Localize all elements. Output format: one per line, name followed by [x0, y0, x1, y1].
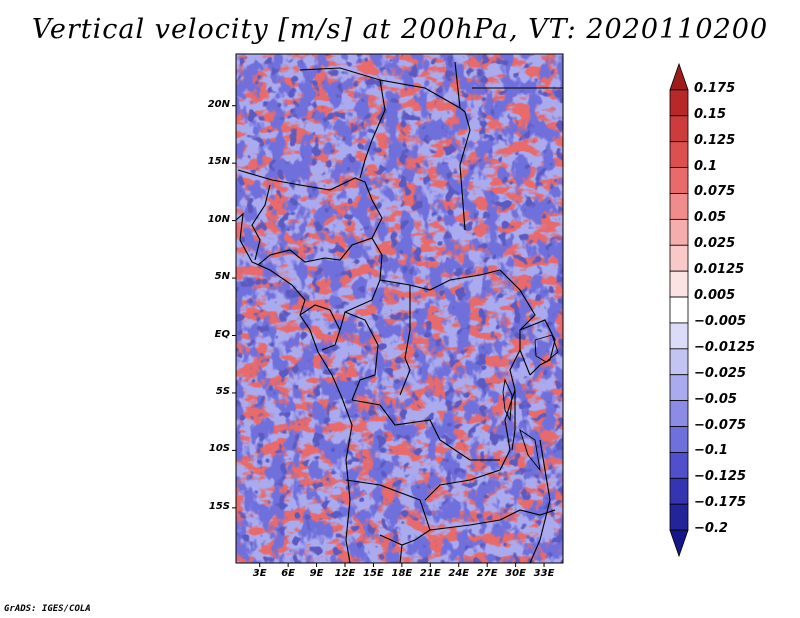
map-title: Vertical velocity [m/s] at 200hPa, VT: 2… — [31, 14, 769, 45]
lat-label: 15N — [207, 156, 230, 168]
colorbar-label: −0.125 — [694, 469, 747, 485]
colorbar-label: −0.025 — [694, 365, 747, 381]
colorbar — [669, 62, 689, 558]
lon-label: 33E — [533, 568, 555, 579]
colorbar-label: 0.125 — [694, 132, 736, 148]
country-borders — [236, 61, 563, 563]
lakes — [502, 334, 559, 472]
colorbar-segment — [669, 270, 689, 298]
colorbar-segment — [669, 400, 689, 427]
colorbar-segment — [669, 374, 689, 402]
colorbar-label: −0.075 — [694, 417, 747, 433]
colorbar-segment — [669, 167, 689, 194]
lon-label: 15E — [363, 568, 384, 579]
map-frame — [235, 53, 564, 564]
colorbar-segment — [669, 296, 689, 324]
lat-label: 5N — [214, 271, 230, 283]
colorbar-label: −0.05 — [694, 391, 737, 407]
lat-label: 10N — [207, 213, 230, 225]
colorbar-label: −0.1 — [694, 443, 728, 459]
colorbar-segment — [669, 477, 689, 505]
lat-label: 10S — [208, 443, 230, 455]
lon-label: 27E — [476, 568, 498, 579]
lon-label: 24E — [448, 568, 470, 579]
colorbar-label: 0.0125 — [694, 262, 745, 278]
colorbar-label: −0.005 — [694, 313, 747, 329]
colorbar-segment — [669, 89, 689, 117]
lat-label: 20N — [207, 98, 230, 110]
grads-credit: GrADS: IGES/COLA — [4, 604, 91, 614]
colorbar-label: −0.175 — [694, 495, 747, 511]
colorbar-label: 0.005 — [694, 288, 736, 304]
colorbar-label: −0.0125 — [694, 339, 756, 355]
axis-ticks — [232, 105, 545, 567]
colorbar-segment — [669, 503, 689, 531]
colorbar-segment — [669, 62, 689, 91]
colorbar-segment — [669, 244, 689, 272]
colorbar-label: 0.1 — [694, 158, 718, 174]
lon-label: 9E — [309, 568, 324, 579]
colorbar-segment — [669, 426, 689, 453]
velocity-field — [236, 54, 563, 563]
lon-label: 21E — [419, 568, 441, 579]
colorbar-segment — [669, 115, 689, 143]
colorbar-segment — [669, 452, 689, 479]
colorbar-segment — [669, 218, 689, 246]
lon-label: 12E — [334, 568, 356, 579]
lat-label: 5S — [215, 385, 230, 397]
colorbar-segment — [669, 322, 689, 350]
colorbar-label: 0.075 — [694, 184, 736, 200]
colorbar-label: 0.025 — [694, 236, 736, 252]
lon-label: 3E — [252, 568, 267, 579]
lat-label: 15S — [208, 500, 230, 512]
colorbar-segment — [669, 193, 689, 220]
colorbar-segment — [669, 141, 689, 168]
lon-label: 18E — [391, 568, 413, 579]
colorbar-label: 0.05 — [694, 210, 727, 226]
colorbar-label: 0.15 — [694, 106, 727, 122]
colorbar-label: −0.2 — [694, 521, 728, 537]
lat-label: EQ — [214, 328, 230, 340]
colorbar-segment — [669, 529, 689, 558]
field-neutral-patches — [236, 54, 563, 563]
colorbar-segment — [669, 348, 689, 376]
lon-label: 6E — [281, 568, 296, 579]
lon-label: 30E — [505, 568, 526, 579]
colorbar-label: 0.175 — [694, 80, 736, 96]
